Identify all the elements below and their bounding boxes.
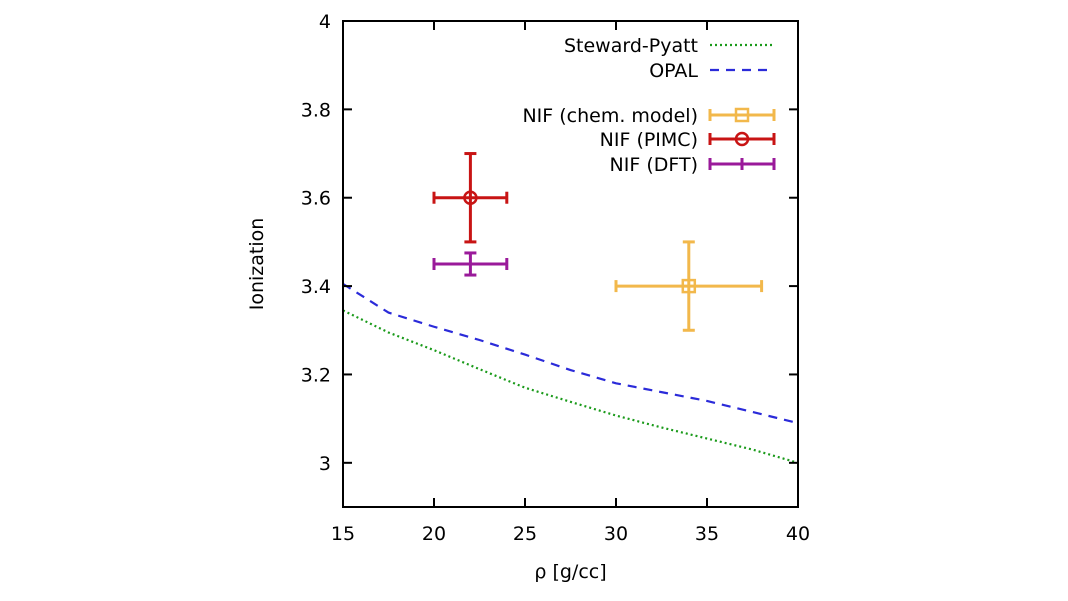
x-tick-label: 30: [604, 523, 628, 545]
legend-label: NIF (chem. model): [522, 105, 698, 127]
data-points: [432, 152, 764, 332]
y-tick-label: 3.6: [301, 188, 331, 210]
data-point-marker: [681, 278, 697, 294]
y-tick-label: 3: [319, 453, 331, 475]
x-tick-label: 25: [513, 523, 537, 545]
legend-label: NIF (PIMC): [600, 129, 698, 151]
legend-swatch: [708, 158, 776, 170]
x-axis-title: ρ [g/cc]: [534, 561, 606, 583]
series-line-1: [342, 282, 799, 425]
legend-swatch: [708, 131, 776, 147]
data-point-marker: [463, 190, 478, 205]
y-tick-label: 4: [319, 11, 331, 33]
x-tick-label: 15: [331, 523, 355, 545]
y-tick-label: 3.2: [301, 364, 331, 386]
legend-marker: [734, 131, 750, 147]
x-tick-label: 40: [786, 523, 810, 545]
legend-swatch: [708, 107, 776, 123]
x-tick-labels: 15 20 25 30 35 40: [331, 523, 810, 545]
y-axis-title: Ionization: [246, 218, 268, 311]
legend-label: OPAL: [649, 60, 698, 82]
x-tick-label: 20: [422, 523, 446, 545]
legend-label: Steward-Pyatt: [564, 35, 698, 57]
legend-marker: [734, 107, 750, 123]
legend: Steward-Pyatt OPAL NIF (chem. model)NIF (P…: [522, 35, 776, 176]
legend-label: NIF (DFT): [610, 154, 698, 176]
series-line-0: [342, 309, 799, 464]
y-tick-labels: 3 3.2 3.4 3.6 3.8 4: [301, 11, 331, 475]
axis-ticks: [342, 20, 799, 507]
data-point-0: [614, 240, 764, 332]
series-lines: [342, 282, 799, 464]
plot-frame: [342, 20, 799, 508]
y-tick-label: 3.4: [301, 276, 331, 298]
data-point-2: [432, 251, 509, 277]
y-tick-label: 3.8: [301, 99, 331, 121]
data-point-1: [432, 152, 509, 244]
x-tick-label: 35: [695, 523, 719, 545]
